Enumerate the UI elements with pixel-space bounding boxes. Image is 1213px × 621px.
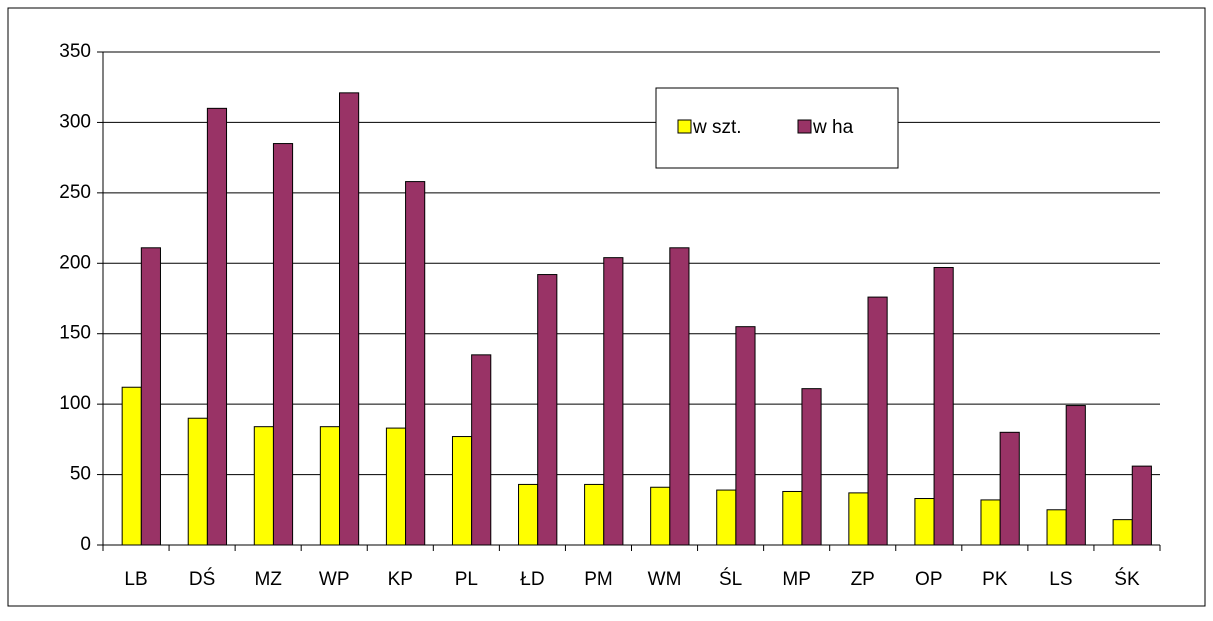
bar (914, 498, 935, 546)
y-tick-label: 0 (80, 534, 91, 555)
x-tick-label: ŚK (1114, 568, 1140, 590)
bar (206, 107, 228, 546)
x-tick-label: DŚ (189, 568, 215, 590)
bar (735, 326, 756, 546)
y-tick-label: 350 (59, 41, 91, 62)
x-tick-label: PK (982, 569, 1008, 590)
x-tick-label: KP (388, 569, 413, 590)
y-tick-label: 200 (59, 252, 91, 273)
bar (140, 247, 161, 546)
bar (933, 267, 954, 546)
bar (471, 354, 492, 546)
x-tick-label: LS (1049, 569, 1072, 590)
bar (518, 483, 539, 546)
bar (603, 257, 624, 546)
y-tick-label: 100 (59, 393, 91, 414)
legend-swatch (797, 119, 812, 134)
bar (253, 426, 274, 546)
bar (1131, 465, 1152, 546)
bar (848, 492, 869, 546)
bar (537, 274, 558, 546)
bar (451, 436, 473, 546)
x-tick-label: MP (782, 569, 811, 590)
bar (1046, 509, 1067, 546)
legend-label: w szt. (692, 117, 742, 138)
bar (716, 489, 737, 546)
bar (584, 483, 605, 546)
bar (339, 92, 360, 546)
y-tick-label: 150 (59, 323, 91, 344)
x-tick-label: ŁD (520, 569, 544, 590)
x-tick-label: WP (319, 569, 350, 590)
legend-box (655, 87, 899, 169)
x-tick-label: ZP (851, 569, 875, 590)
y-tick-label: 50 (70, 464, 91, 485)
bar (121, 386, 142, 546)
legend-label: w ha (812, 117, 854, 138)
x-tick-label: LB (124, 569, 147, 590)
x-tick-label: ŚL (719, 568, 742, 590)
bar (1112, 519, 1133, 546)
bar (385, 427, 407, 546)
bar (782, 490, 803, 546)
x-tick-label: PM (584, 569, 613, 590)
x-tick-label: WM (648, 569, 682, 590)
y-tick-label: 300 (59, 111, 91, 132)
bar (999, 431, 1020, 546)
x-tick-label: OP (915, 569, 942, 590)
legend-swatch (677, 119, 692, 134)
bar (405, 181, 426, 546)
x-tick-label: MZ (254, 569, 282, 590)
bar (650, 486, 671, 546)
bar (272, 143, 294, 546)
bar (801, 388, 822, 546)
bar (669, 247, 690, 546)
bar (980, 499, 1001, 546)
bar (1065, 405, 1086, 546)
y-tick-label: 250 (59, 182, 91, 203)
bar (319, 426, 341, 546)
bar (867, 296, 888, 546)
x-tick-label: PL (455, 569, 478, 590)
bar (187, 417, 208, 546)
